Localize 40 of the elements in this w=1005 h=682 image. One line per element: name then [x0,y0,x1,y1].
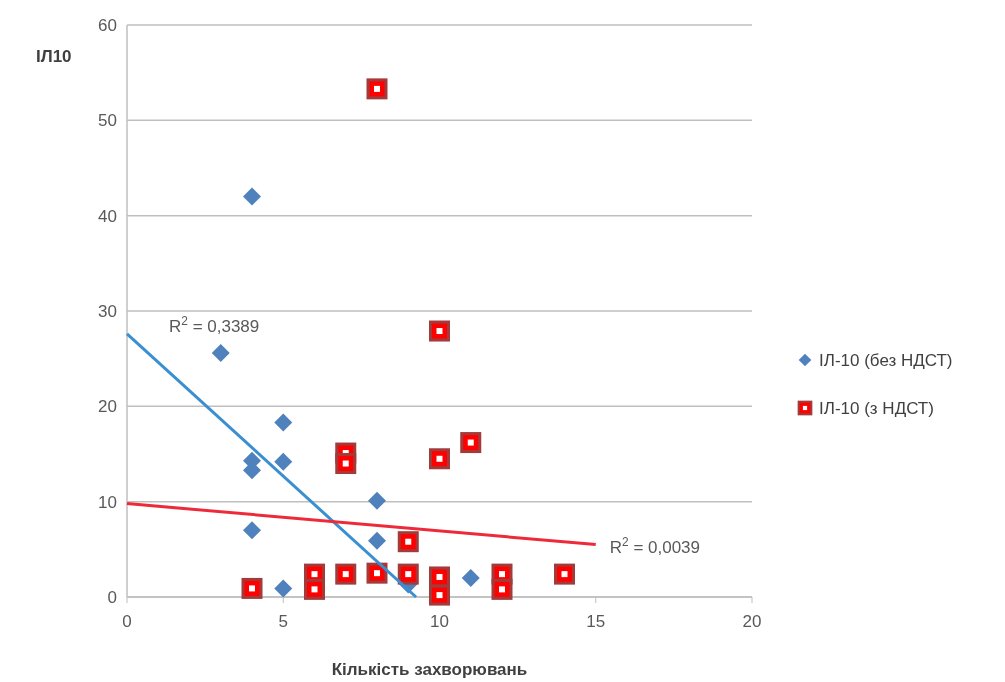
point [397,531,419,553]
x-tick-label: 15 [586,612,606,631]
point [491,578,513,600]
x-tick-label: 0 [122,612,132,631]
point [304,578,325,600]
point [335,453,357,475]
point [243,187,261,206]
point [397,563,419,585]
point [429,448,450,470]
point [274,579,293,598]
annotation: R$^{2}$ = 0,0039 [609,534,701,557]
y-tick-label: 40 [98,206,117,226]
point [461,568,480,587]
y-tick-label: 20 [98,397,117,417]
point [211,343,230,362]
x-tick-label: 5 [278,612,288,631]
y-axis-title: ІЛ10 [36,47,72,66]
point [429,320,450,342]
point [429,584,450,606]
point [368,491,386,510]
point [366,78,388,100]
point [554,563,575,585]
point [368,531,386,550]
point [243,521,261,540]
y-tick-label: 0 [107,587,117,607]
x-axis-title: Кількість захворювань [331,660,528,679]
legend-label: ІЛ-10 (з НДСТ) [819,398,934,418]
point [274,413,293,432]
point [241,577,263,599]
y-tick-label: 30 [98,301,117,321]
x-tick-label: 20 [742,612,762,631]
point [460,432,482,454]
point [274,452,293,471]
point [335,563,357,585]
y-tick-label: 50 [98,111,117,131]
x-tick-label: 10 [430,612,449,631]
y-tick-label: 60 [98,15,117,35]
annotation: R$^{2}$ = 0,3389 [169,313,260,336]
y-tick-label: 10 [98,492,117,512]
legend-label: ІЛ-10 (без НДСТ) [819,350,953,370]
